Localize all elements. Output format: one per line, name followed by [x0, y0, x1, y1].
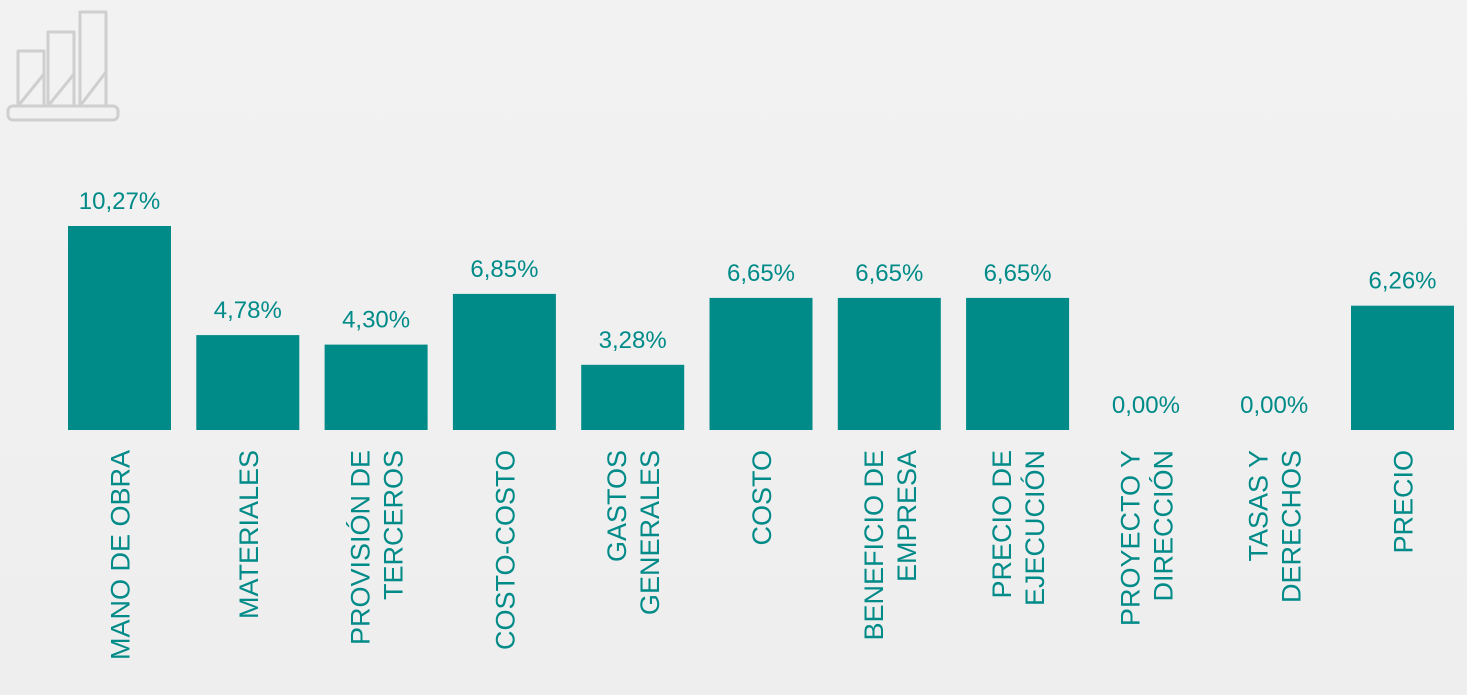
category-label-line: DIRECCIÓN [1147, 450, 1178, 602]
value-label-10: 6,26% [1368, 268, 1436, 295]
value-label-3: 6,85% [470, 256, 538, 283]
category-label-7: PRECIO DE EJECUCIÓN [987, 450, 1050, 606]
category-label-9: TASAS Y DERECHOS [1244, 450, 1307, 603]
category-labels-group: MANO DE OBRA MATERIALES PROVISIÓN DE TERCER… [106, 450, 1419, 660]
category-label-line: PROYECTO Y [1115, 450, 1145, 626]
category-label-line: MATERIALES [234, 450, 264, 619]
value-label-4: 3,28% [599, 327, 667, 354]
category-label-line: BENEFICIO DE [859, 450, 889, 641]
value-label-0: 10,27% [79, 188, 160, 215]
bar-0 [68, 226, 171, 430]
bar-4 [581, 364, 685, 430]
category-label-8: PROYECTO Y DIRECCIÓN [1115, 450, 1178, 626]
category-label-line: PROVISIÓN DE [345, 450, 376, 645]
category-label-line: DERECHOS [1277, 450, 1307, 603]
bars-group [68, 226, 1454, 430]
category-label-1: MATERIALES [234, 450, 264, 619]
bar-7 [966, 297, 1070, 430]
bar-chart-icon [6, 10, 120, 122]
value-label-5: 6,65% [727, 260, 795, 287]
category-label-line: GENERALES [635, 450, 665, 615]
category-label-line: GASTOS [602, 450, 632, 562]
bar-2 [324, 344, 428, 430]
category-label-line: COSTO [747, 450, 777, 546]
value-label-8: 0,00% [1112, 392, 1180, 419]
category-label-6: BENEFICIO DE EMPRESA [859, 450, 922, 641]
bar-6 [837, 297, 941, 430]
bar-10 [1351, 305, 1454, 430]
category-label-5: COSTO [747, 450, 777, 546]
category-label-line: PRECIO [1389, 450, 1419, 554]
category-label-0: MANO DE OBRA [106, 450, 136, 660]
category-label-4: GASTOS GENERALES [602, 450, 665, 615]
category-label-line: TASAS Y [1244, 450, 1274, 562]
category-label-3: COSTO-COSTO [490, 450, 520, 650]
value-label-1: 4,78% [214, 297, 282, 324]
category-label-line: COSTO-COSTO [490, 450, 520, 650]
value-label-7: 6,65% [984, 260, 1052, 287]
bar-3 [452, 293, 556, 430]
category-label-line: EMPRESA [892, 450, 922, 582]
value-labels-group: 10,27% 4,78% 4,30% 6,85% 3,28% 6,65% 6,65% 6,65… [79, 188, 1437, 419]
category-label-line: EJECUCIÓN [1019, 450, 1050, 606]
value-label-2: 4,30% [342, 307, 410, 334]
value-label-9: 0,00% [1240, 392, 1308, 419]
category-label-10: PRECIO [1389, 450, 1419, 554]
category-label-line: TERCEROS [379, 450, 409, 600]
category-label-line: MANO DE OBRA [106, 450, 136, 660]
category-label-line: PRECIO DE [987, 450, 1017, 599]
category-label-2: PROVISIÓN DE TERCEROS [345, 450, 409, 645]
value-label-6: 6,65% [855, 260, 923, 287]
bar-1 [196, 335, 300, 430]
bar-5 [709, 297, 813, 430]
